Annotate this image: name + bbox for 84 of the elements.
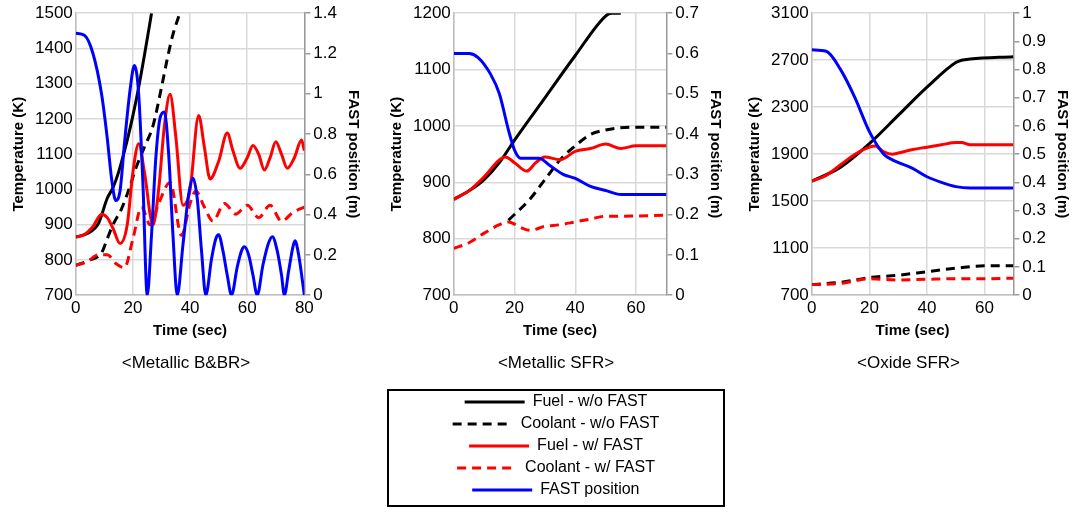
legend-label: FAST position	[540, 480, 640, 498]
y2-tick-label: 0.4	[313, 204, 338, 224]
y-axis-title: Temperature (K)	[745, 96, 763, 212]
x-tick-label: 20	[505, 298, 525, 318]
y-tick-label: 1900	[770, 143, 809, 163]
legend-label: Coolant - w/o FAST	[520, 414, 660, 432]
y-tick-label: 1200	[412, 2, 451, 22]
y2-tick-label: 0.3	[1022, 200, 1047, 220]
text: <Oxide SFR>	[857, 353, 961, 373]
y-tick-label: 800	[44, 249, 73, 269]
y2-tick-label: 0.5	[675, 83, 700, 103]
y2-tick-label: 0.6	[1022, 115, 1047, 135]
y2-axis-title: FAST position (m)	[1054, 90, 1072, 219]
y-tick-label: 700	[422, 284, 451, 304]
y2-tick-label: 0.5	[1022, 143, 1047, 163]
x-tick-label: 0	[71, 298, 81, 318]
y-tick-label: 1200	[34, 108, 73, 128]
y2-tick-label: 0	[313, 284, 323, 304]
y2-tick-label: 0.6	[675, 43, 700, 63]
y-tick-label: 1100	[36, 143, 73, 163]
y2-tick-label: 0.2	[1022, 228, 1047, 248]
x-tick-label: 60	[975, 298, 995, 318]
x-tick-label: 40	[180, 298, 200, 318]
y2-tick-label: 0	[675, 284, 685, 304]
x-tick-label: 40	[565, 298, 585, 318]
y-tick-label: 900	[422, 172, 451, 192]
x-tick-label: 80	[294, 298, 314, 318]
y2-axis-title: FAST position (m)	[345, 90, 363, 219]
y-tick-label: 1000	[412, 115, 451, 135]
y-tick-label: 1100	[414, 59, 451, 79]
y2-tick-label: 1	[313, 83, 323, 103]
y-tick-label: 3100	[770, 2, 809, 22]
x-axis-title: Time (sec)	[153, 320, 228, 338]
y-tick-label: 2700	[770, 49, 809, 69]
y2-tick-label: 1.2	[313, 43, 338, 63]
y-tick-label: 1000	[34, 179, 73, 199]
y2-tick-label: 0.4	[675, 123, 700, 143]
legend-label: Fuel - w/ FAST	[537, 436, 644, 454]
x-tick-label: 40	[917, 298, 937, 318]
x-tick-label: 0	[807, 298, 817, 318]
x-tick-label: 60	[237, 298, 257, 318]
y-tick-label: 1500	[770, 190, 809, 210]
y-axis-title: Temperature (K)	[9, 96, 27, 212]
y-tick-label: 800	[422, 228, 451, 248]
line-series	[506, 125, 667, 222]
y-tick-label: 1400	[34, 38, 73, 58]
y2-tick-label: 0.9	[1022, 31, 1047, 51]
x-axis-title: Time (sec)	[523, 320, 598, 338]
y2-tick-label: 0.7	[675, 2, 700, 22]
y-tick-label: 700	[780, 284, 809, 304]
y-tick-label: 1500	[34, 2, 73, 22]
y-tick-label: 700	[44, 284, 73, 304]
y-tick-label: 1100	[772, 237, 809, 257]
y2-tick-label: 0.2	[675, 204, 700, 224]
line-series	[453, 142, 667, 201]
legend-label: Fuel - w/o FAST	[532, 392, 648, 410]
x-tick-label: 0	[449, 298, 459, 318]
y-tick-label: 2300	[770, 96, 809, 116]
y2-tick-label: 0.3	[675, 164, 700, 184]
y2-tick-label: 1	[1022, 2, 1032, 22]
legend-label: Coolant - w/ FAST	[525, 458, 656, 476]
y2-axis-title: FAST position (m)	[707, 90, 725, 219]
y2-tick-label: 0.8	[313, 123, 338, 143]
x-tick-label: 60	[626, 298, 646, 318]
y-axis-title: Temperature (K)	[387, 96, 405, 212]
y2-tick-label: 0.8	[1022, 59, 1047, 79]
text: <Metallic SFR>	[497, 353, 615, 373]
line-series	[811, 276, 1014, 287]
y2-tick-label: 0.7	[1022, 87, 1047, 107]
y2-tick-label: 0	[1022, 284, 1032, 304]
y2-tick-label: 0.1	[675, 244, 700, 264]
y-tick-label: 900	[44, 214, 73, 234]
y2-tick-label: 1.4	[313, 2, 338, 22]
x-tick-label: 20	[123, 298, 143, 318]
y2-tick-label: 0.4	[1022, 172, 1047, 192]
line-series	[811, 140, 1014, 183]
y2-tick-label: 0.6	[313, 164, 338, 184]
y2-tick-label: 0.1	[1022, 256, 1047, 276]
x-axis-title: Time (sec)	[875, 320, 950, 338]
line-series	[453, 51, 667, 196]
y2-tick-label: 0.2	[313, 244, 338, 264]
x-tick-label: 20	[859, 298, 879, 318]
text: <Metallic B&BR>	[121, 353, 251, 373]
y-tick-label: 1300	[34, 73, 73, 93]
